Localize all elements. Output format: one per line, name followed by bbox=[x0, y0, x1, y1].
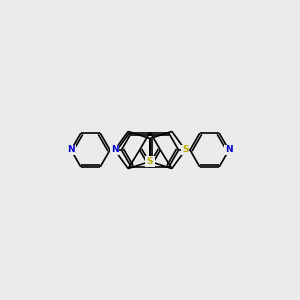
Text: N: N bbox=[225, 146, 233, 154]
Text: N: N bbox=[146, 157, 154, 166]
Text: S: S bbox=[147, 157, 153, 166]
Text: N: N bbox=[67, 146, 75, 154]
Text: N: N bbox=[111, 146, 119, 154]
Text: S: S bbox=[182, 146, 189, 154]
